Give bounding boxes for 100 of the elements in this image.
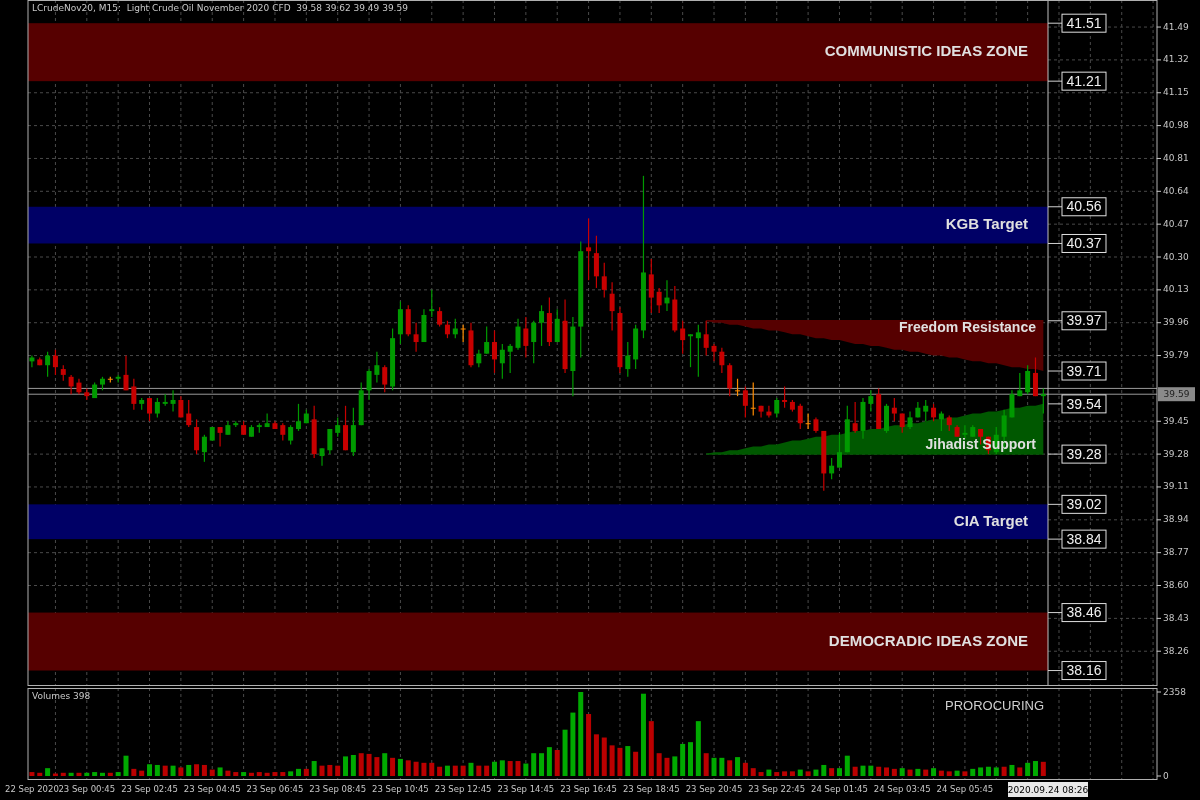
bar — [672, 756, 678, 776]
y2-tick-label: 38.16 — [1066, 662, 1102, 679]
bar — [844, 755, 850, 776]
bar — [413, 761, 419, 776]
x-tick-label: 24 Sep 03:45 — [873, 784, 931, 794]
y-tick-label: 40.47 — [1163, 218, 1189, 229]
bar — [319, 765, 325, 776]
bar — [405, 760, 411, 776]
text: 2020.09.24 08:26 — [1007, 784, 1089, 795]
bar — [617, 747, 623, 776]
bar — [868, 765, 874, 776]
bar — [366, 753, 372, 776]
bar — [460, 765, 466, 776]
bar — [970, 768, 976, 776]
bar — [288, 771, 294, 776]
bar — [578, 692, 584, 776]
bar — [923, 769, 929, 776]
bar — [1025, 762, 1031, 776]
bar — [115, 772, 121, 776]
bar — [954, 770, 960, 776]
bar — [37, 772, 43, 776]
bar — [609, 745, 615, 776]
bar — [931, 768, 937, 776]
bar — [437, 766, 443, 776]
bar — [891, 768, 897, 776]
bar — [421, 762, 427, 776]
bar — [374, 757, 380, 776]
annotation: PROROCURING — [945, 698, 1044, 713]
bar — [444, 765, 450, 776]
bar — [1001, 766, 1007, 776]
bar — [107, 772, 113, 776]
bar — [938, 770, 944, 776]
bar — [719, 757, 725, 776]
bar — [852, 766, 858, 776]
bar — [797, 769, 803, 776]
bar — [515, 761, 521, 776]
bar — [154, 764, 160, 776]
y2-tick-label: 41.21 — [1066, 72, 1102, 89]
y2-tick-label: 39.54 — [1066, 395, 1102, 412]
bar — [217, 767, 223, 776]
y2-tick-label: 39.28 — [1066, 445, 1102, 462]
bar — [45, 768, 51, 776]
y-tick-label: 38.94 — [1163, 514, 1190, 525]
bar — [735, 757, 741, 776]
bar — [76, 772, 82, 776]
bar — [523, 763, 529, 776]
bar — [225, 770, 231, 776]
x-tick-label: 23 Sep 22:45 — [748, 784, 806, 794]
bar — [946, 771, 952, 776]
bar — [750, 768, 756, 776]
bar — [452, 765, 458, 776]
bar — [147, 764, 153, 776]
bar — [382, 753, 388, 776]
bar — [162, 765, 168, 776]
x-tick-label: 23 Sep 06:45 — [246, 784, 304, 794]
series-label: Freedom Resistance — [899, 319, 1037, 336]
bar — [256, 772, 262, 776]
bar — [915, 768, 921, 776]
y-tick-label: 40.98 — [1163, 120, 1190, 131]
bar — [280, 772, 286, 776]
bar — [593, 734, 599, 776]
y-tick-label: 2358 — [1163, 686, 1187, 697]
bar — [68, 772, 74, 776]
y2-tick-label: 39.71 — [1066, 362, 1102, 379]
bar — [985, 766, 991, 776]
bar — [84, 772, 90, 776]
bar — [695, 721, 701, 776]
bar — [648, 721, 654, 776]
x-tick-label: 24 Sep 05:45 — [936, 784, 994, 794]
bar — [829, 768, 835, 776]
bar — [782, 771, 788, 776]
bar — [813, 769, 819, 776]
bar — [601, 737, 607, 776]
bar — [633, 751, 639, 776]
bar — [170, 765, 176, 776]
bar — [562, 729, 568, 776]
y-tick-label: 39.11 — [1163, 481, 1189, 492]
bar — [554, 750, 560, 776]
bar — [233, 772, 239, 776]
bar — [664, 757, 670, 776]
x-tick-label: 23 Sep 14:45 — [497, 784, 555, 794]
bar — [688, 742, 693, 776]
bar — [860, 765, 866, 776]
bar — [123, 755, 129, 776]
bar — [821, 764, 827, 776]
y-tick-label: 39.28 — [1163, 448, 1190, 459]
x-tick-label: 23 Sep 08:45 — [309, 784, 367, 794]
bar — [99, 772, 105, 776]
y-tick-label: 38.60 — [1163, 580, 1190, 591]
bar — [476, 765, 482, 776]
y-tick-label: 40.30 — [1163, 251, 1190, 262]
bar — [1009, 764, 1015, 776]
bar — [539, 753, 545, 776]
bar — [484, 765, 490, 776]
x-tick-label: 23 Sep 18:45 — [622, 784, 680, 794]
bar — [492, 761, 497, 776]
x-tick-label: 23 Sep 16:45 — [560, 784, 617, 794]
bar — [209, 769, 215, 776]
bar — [241, 772, 247, 776]
y2-tick-label: 40.37 — [1066, 235, 1102, 252]
